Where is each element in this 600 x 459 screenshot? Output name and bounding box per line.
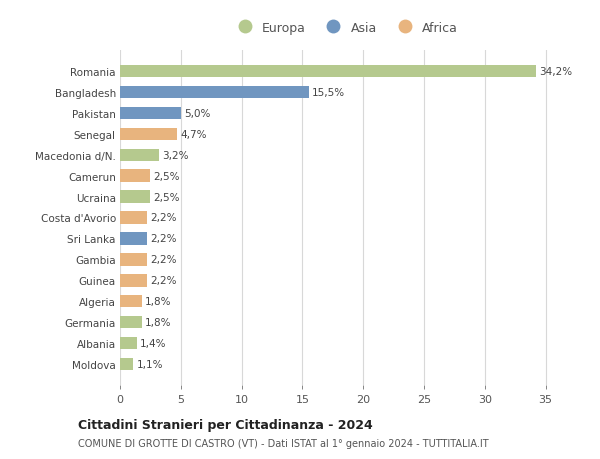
Bar [120,212,147,224]
Bar [120,191,151,203]
Text: 1,1%: 1,1% [136,359,163,369]
Bar [120,170,151,183]
Bar [120,87,308,99]
Text: 2,2%: 2,2% [150,234,176,244]
Text: 2,2%: 2,2% [150,255,176,265]
Bar [120,233,147,245]
Bar [120,107,181,120]
Bar [120,337,137,349]
Text: 4,7%: 4,7% [180,129,207,140]
Legend: Europa, Asia, Africa: Europa, Asia, Africa [227,17,463,39]
Bar [120,149,159,162]
Text: COMUNE DI GROTTE DI CASTRO (VT) - Dati ISTAT al 1° gennaio 2024 - TUTTITALIA.IT: COMUNE DI GROTTE DI CASTRO (VT) - Dati I… [78,438,488,448]
Text: 2,2%: 2,2% [150,213,176,223]
Text: 3,2%: 3,2% [162,151,188,161]
Text: 1,4%: 1,4% [140,338,167,348]
Bar [120,316,142,329]
Text: 5,0%: 5,0% [184,109,210,119]
Bar [120,358,133,370]
Bar [120,66,536,78]
Bar [120,295,142,308]
Text: Cittadini Stranieri per Cittadinanza - 2024: Cittadini Stranieri per Cittadinanza - 2… [78,418,373,431]
Text: 2,5%: 2,5% [154,192,180,202]
Text: 15,5%: 15,5% [311,88,344,98]
Text: 34,2%: 34,2% [539,67,572,77]
Bar [120,274,147,287]
Bar [120,129,177,141]
Text: 2,2%: 2,2% [150,275,176,285]
Bar [120,253,147,266]
Text: 1,8%: 1,8% [145,317,172,327]
Text: 1,8%: 1,8% [145,297,172,307]
Text: 2,5%: 2,5% [154,171,180,181]
